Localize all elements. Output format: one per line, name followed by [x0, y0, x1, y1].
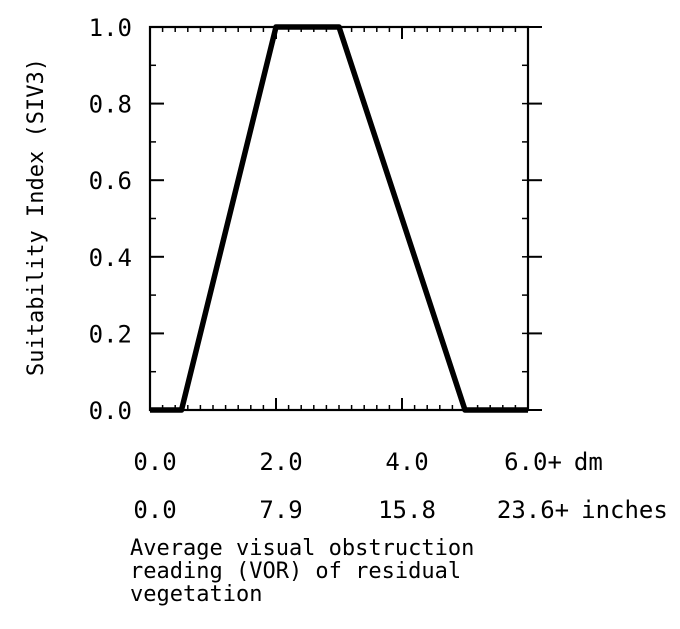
- x-tick-label: 0.0: [133, 496, 176, 524]
- plot-frame: [148, 25, 530, 412]
- major-ticks: [149, 26, 542, 411]
- x-axis-caption-line-2: reading (VOR) of residual: [130, 559, 462, 584]
- y-tick-labels: 0.0 0.2 0.4 0.6 0.8 1.0: [89, 14, 132, 425]
- x-unit-label: dm: [574, 448, 603, 476]
- x-axis-caption-line-1: Average visual obstruction: [130, 536, 475, 561]
- y-tick-label: 1.0: [89, 14, 132, 42]
- x-tick-label: 6.0+: [504, 448, 562, 476]
- y-tick-label: 0.8: [89, 91, 132, 119]
- minor-ticks: [149, 26, 529, 411]
- y-tick-label: 0.4: [89, 244, 132, 272]
- y-tick-label: 0.6: [89, 167, 132, 195]
- x-tick-label: 2.0: [259, 448, 302, 476]
- x-tick-label: 4.0: [385, 448, 428, 476]
- series-line: [150, 24, 528, 413]
- x-tick-label: 7.9: [259, 496, 302, 524]
- y-axis-title: Suitability Index (SIV3): [24, 58, 49, 376]
- y-tick-label: 0.2: [89, 320, 132, 348]
- x-tick-label: 0.0: [133, 448, 176, 476]
- series-layer: [150, 24, 528, 413]
- x-unit-label: inches: [581, 496, 668, 524]
- x-tick-label: 23.6+: [497, 496, 569, 524]
- x-tick-labels: 0.0 2.0 4.0 6.0+ dm 0.0 7.9 15.8 23.6+ inches: [133, 448, 668, 524]
- x-axis-caption-line-3: vegetation: [130, 582, 263, 607]
- x-tick-label: 15.8: [378, 496, 436, 524]
- x-axis-caption: Average visual obstruction reading (VOR)…: [130, 537, 670, 606]
- y-tick-label: 0.0: [89, 397, 132, 425]
